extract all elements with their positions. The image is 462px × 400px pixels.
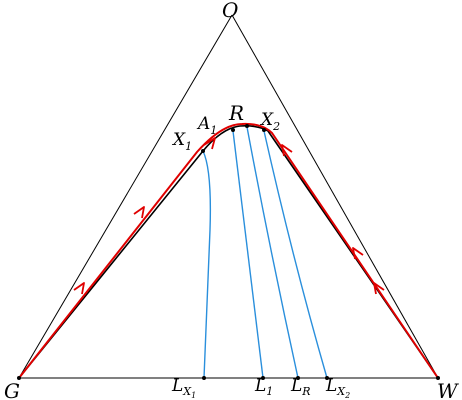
tie-line-x2	[263, 130, 328, 379]
label-lx2-base: L	[325, 376, 337, 396]
label-x1-base: X	[171, 130, 186, 150]
arrow-right-3-icon	[373, 282, 385, 295]
label-g: G	[4, 379, 20, 400]
label-x1: X1	[171, 130, 192, 153]
point-lr	[296, 376, 300, 380]
tie-line-r	[246, 126, 299, 379]
point-l1	[261, 376, 265, 380]
arrow-left-3-icon	[203, 137, 216, 150]
label-a1: A1	[196, 114, 217, 137]
tie-line-a1	[232, 130, 264, 379]
label-x2-sub: 2	[272, 120, 280, 133]
tie-lines	[202, 126, 328, 379]
tie-line-x1	[202, 150, 212, 379]
flow-arrows	[73, 137, 385, 295]
red-boundary-curve	[18, 122, 439, 379]
label-x2-base: X	[259, 110, 274, 130]
label-lx2-sub: X	[336, 385, 346, 398]
label-o: O	[222, 0, 238, 22]
arrow-left-1-icon	[73, 282, 85, 295]
label-w: W	[437, 379, 459, 400]
label-l1-base: L	[254, 376, 266, 396]
point-x2	[262, 128, 266, 132]
label-x1-sub: 1	[185, 140, 192, 153]
inner-black-curve	[18, 125, 439, 379]
label-a1-base: A	[196, 114, 210, 134]
label-l1: L1	[254, 376, 273, 398]
point-g	[17, 376, 21, 380]
point-w	[436, 376, 440, 380]
label-lx1-sub: X	[182, 385, 192, 398]
label-r: R	[228, 101, 244, 125]
label-lr: LR	[290, 376, 311, 398]
point-x1	[201, 149, 205, 153]
points	[17, 124, 440, 380]
point-r	[245, 124, 249, 128]
outer-triangle	[18, 14, 439, 379]
label-lx1-base: L	[171, 376, 183, 396]
label-x2: X2	[259, 110, 280, 133]
label-a1-sub: 1	[210, 124, 217, 137]
arrow-right-1-icon	[281, 144, 293, 157]
arrow-left-2-icon	[133, 206, 145, 219]
arrow-right-2-icon	[352, 247, 364, 260]
point-a1	[231, 128, 235, 132]
edge-o-w	[231, 14, 439, 379]
point-lx2	[325, 376, 329, 380]
edge-g-o	[18, 14, 233, 379]
point-lx1	[202, 376, 206, 380]
label-lx1-subsub: 1	[191, 391, 196, 400]
label-lr-base: L	[290, 376, 302, 396]
label-lr-sub: R	[301, 385, 310, 398]
label-lx1: LX1	[171, 376, 196, 400]
label-l1-sub: 1	[266, 385, 273, 398]
label-lx2-subsub: 2	[344, 391, 350, 400]
label-lx2: LX2	[325, 376, 350, 400]
